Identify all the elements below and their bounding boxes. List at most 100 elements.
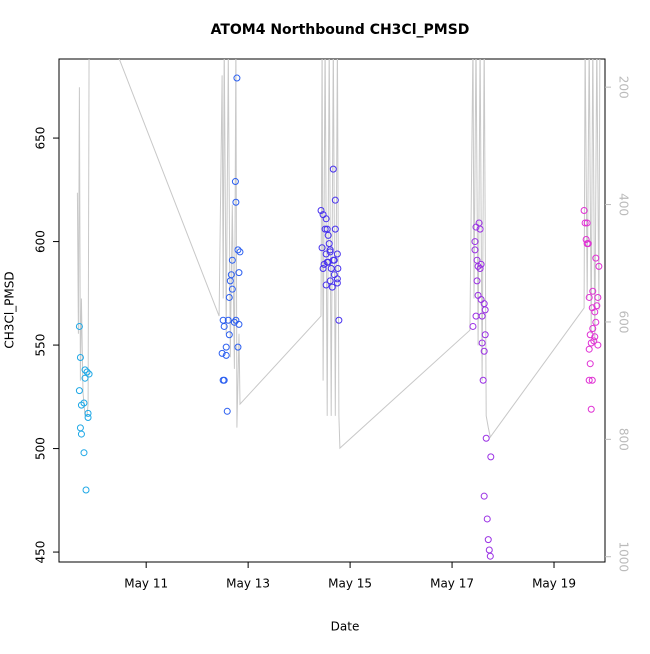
y2-tick-label: 600 — [617, 310, 631, 333]
scatter-point — [590, 337, 598, 345]
scatter-point — [82, 486, 90, 494]
scatter-point — [236, 248, 244, 256]
scatter-point — [81, 366, 89, 374]
scatter-point — [233, 74, 241, 82]
scatter-point — [218, 349, 226, 357]
scatter-point — [471, 246, 479, 254]
scatter-point — [222, 351, 230, 359]
scatter-point — [478, 312, 486, 320]
scatter-point — [594, 341, 602, 349]
scatter-point — [585, 345, 593, 353]
scatter-point — [483, 515, 491, 523]
scatter-point — [476, 225, 484, 233]
scatter-point — [75, 322, 83, 330]
scatter-point — [478, 339, 486, 347]
scatter-point — [482, 434, 490, 442]
scatter-point — [583, 219, 591, 227]
scatter-point — [473, 277, 481, 285]
scatter-point — [83, 368, 91, 376]
plot-frame — [58, 58, 606, 563]
scatter-point — [331, 196, 339, 204]
scatter-point — [480, 347, 488, 355]
y-tick-label: 600 — [34, 230, 48, 253]
scatter-point — [84, 409, 92, 417]
scatter-point — [75, 387, 83, 395]
scatter-point — [593, 302, 601, 310]
scatter-point — [219, 376, 227, 384]
scatter-point — [319, 264, 327, 272]
scatter-point — [594, 293, 602, 301]
x-tick-label: May 15 — [328, 577, 372, 591]
scatter-point — [234, 343, 242, 351]
scatter-point — [327, 264, 335, 272]
scatter-point — [335, 316, 343, 324]
scatter-point — [234, 246, 242, 254]
scatter-point — [582, 236, 590, 244]
scatter-point — [486, 552, 494, 560]
scatter-point — [480, 300, 488, 308]
scatter-point — [317, 207, 325, 215]
scatter-point — [232, 198, 240, 206]
scatter-point — [228, 256, 236, 264]
y-tick-label: 650 — [34, 127, 48, 150]
scatter-point — [226, 277, 234, 285]
scatter-point — [330, 271, 338, 279]
scatter-point — [324, 231, 332, 239]
scatter-point — [329, 165, 337, 173]
y2-tick-label: 200 — [617, 76, 631, 99]
chart-title: ATOM4 Northbound CH3Cl_PMSD — [211, 22, 470, 38]
y2-tick-label: 1000 — [617, 541, 631, 572]
scatter-point — [471, 238, 479, 246]
scatter-point — [322, 281, 330, 289]
scatter-point — [580, 207, 588, 215]
scatter-point — [585, 376, 593, 384]
scatter-point — [81, 374, 89, 382]
scatter-point — [333, 250, 341, 258]
x-axis-label: Date — [331, 620, 360, 634]
scatter-point — [583, 240, 591, 248]
scatter-point — [84, 414, 92, 422]
scatter-point — [581, 219, 589, 227]
scatter-point — [77, 430, 85, 438]
scatter-point — [476, 264, 484, 272]
scatter-point — [588, 304, 596, 312]
scatter-point — [224, 316, 232, 324]
scatter-point — [487, 453, 495, 461]
scatter-point — [589, 287, 597, 295]
scatter-point — [328, 283, 336, 291]
scatter-point — [228, 285, 236, 293]
scatter-point — [586, 360, 594, 368]
x-tick-label: May 17 — [430, 577, 474, 591]
scatter-point — [222, 343, 230, 351]
scatter-point — [591, 333, 599, 341]
scatter-point — [231, 178, 239, 186]
scatter-point — [321, 225, 329, 233]
scatter-point — [318, 244, 326, 252]
y2-tick-label: 800 — [617, 428, 631, 451]
scatter-point — [326, 246, 334, 254]
scatter-point — [589, 325, 597, 333]
scatter-point — [334, 264, 342, 272]
y-tick-label: 550 — [34, 334, 48, 357]
scatter-point — [331, 225, 339, 233]
scatter-point — [326, 248, 334, 256]
scatter-point — [330, 256, 338, 264]
scatter-point — [592, 254, 600, 262]
scatter-point — [477, 260, 485, 268]
scatter-point — [325, 240, 333, 248]
scatter-point — [484, 536, 492, 544]
scatter-point — [76, 424, 84, 432]
scatter-point — [585, 293, 593, 301]
x-tick-label: May 13 — [226, 577, 270, 591]
scatter-point — [76, 353, 84, 361]
scatter-point — [223, 407, 231, 415]
scatter-point — [225, 293, 233, 301]
scatter-point — [587, 405, 595, 413]
y2-tick-label: 400 — [617, 193, 631, 216]
scatter-point — [235, 320, 243, 328]
scatter-point — [479, 376, 487, 384]
scatter-point — [595, 262, 603, 270]
x-tick-label: May 11 — [124, 577, 168, 591]
scatter-point — [85, 370, 93, 378]
